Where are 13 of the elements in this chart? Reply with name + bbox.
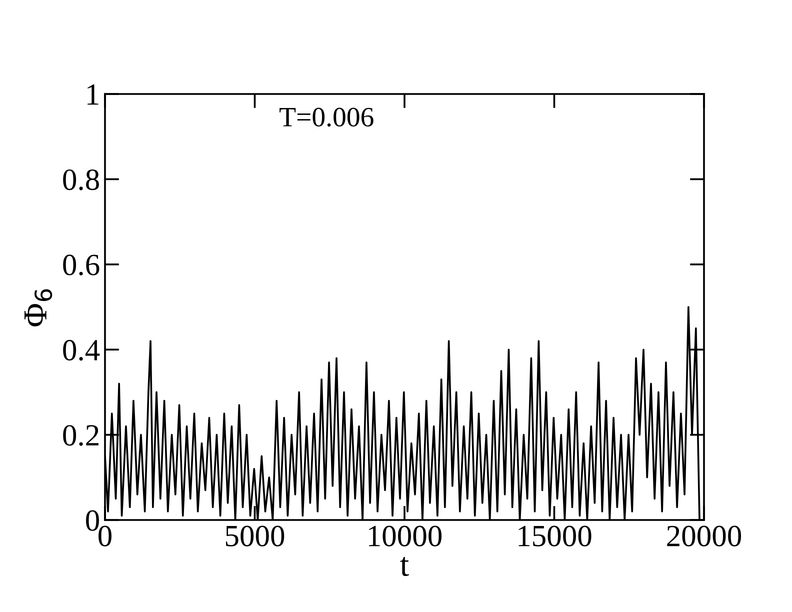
y-tick-label: 0: [86, 510, 99, 531]
y-axis-title: Φ$_{6}$: [24, 289, 52, 326]
x-axis-title: t: [400, 556, 409, 576]
x-tick-label: 5000: [226, 526, 284, 546]
x-tick-label: 10000: [368, 526, 442, 546]
y-tick-label: 1: [88, 84, 98, 105]
y-tick-label: 0.4: [63, 340, 100, 361]
y-tick-label: 0.6: [63, 254, 100, 276]
annotation: T=0.006: [280, 108, 374, 127]
x-tick-label: 15000: [518, 526, 592, 546]
x-tick-label: 20000: [667, 526, 742, 546]
y-tick-label: 0.8: [63, 169, 99, 190]
y-tick-label: 0.2: [63, 425, 98, 446]
